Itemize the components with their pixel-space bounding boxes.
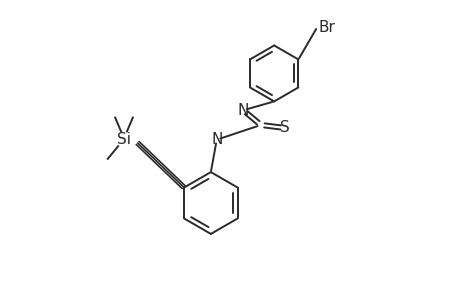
Text: Si: Si (117, 132, 131, 147)
Text: N: N (211, 132, 222, 147)
Text: Br: Br (318, 20, 335, 35)
Text: S: S (279, 120, 289, 135)
Text: N: N (237, 103, 248, 118)
